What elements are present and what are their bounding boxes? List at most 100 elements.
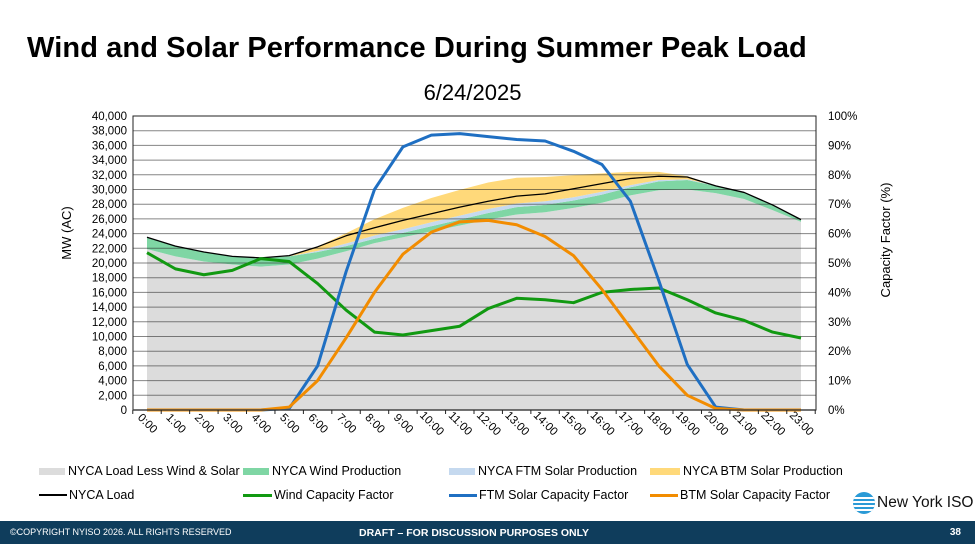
legend-label: NYCA FTM Solar Production [478,464,638,478]
stacked-areas [133,115,816,411]
x-tick-label: 1:00 [163,412,187,436]
y-tick-label: 34,000 [92,155,127,167]
legend-label: NYCA Load Less Wind & Solar [68,464,240,478]
y2-tick-label: 100% [828,111,857,123]
y-tick-label: 16,000 [92,287,127,299]
legend-swatch [39,467,65,475]
x-tick-label: 20:00 [701,409,730,438]
y-tick-label: 36,000 [92,140,127,152]
logo-text: New York ISO [877,494,974,511]
y2-tick-label: 50% [828,258,851,270]
legend-line [650,493,678,497]
x-tick-label: 6:00 [306,412,330,436]
line-wind-capacity-factor [146,251,802,340]
y-tick-label: 12,000 [92,317,127,329]
x-tick-label: 5:00 [277,412,301,436]
y-tick-label: 38,000 [92,126,127,138]
legend-item-ftm-solar-production: NYCA FTM Solar Production [449,464,637,478]
copyright-text: ©COPYRIGHT NYISO 2026. ALL RIGHTS RESERV… [10,527,232,537]
draft-notice: DRAFT – FOR DISCUSSION PURPOSES ONLY [359,527,590,539]
y-tick-label: 40,000 [92,111,127,123]
y-tick-label: 6,000 [98,361,127,373]
legend-item-wind-production: NYCA Wind Production [243,464,401,478]
chart-area: 0 2,000 4,000 6,000 8,000 10,000 12,000 14,000 1… [59,111,893,438]
y-tick-label: 20,000 [92,258,127,270]
y2-tick-label: 90% [828,140,851,152]
legend-item-ftm-cf: FTM Solar Capacity Factor [449,488,628,502]
y-tick-label: 26,000 [92,214,127,226]
x-tick-label: 17:00 [616,409,645,438]
legend-line [39,494,67,496]
chart-subtitle: 6/24/2025 [423,80,522,105]
y-tick-label: 24,000 [92,229,127,241]
legend-line [243,493,272,497]
line-nyca-load [146,175,802,259]
x-tick-label: 16:00 [588,409,617,438]
y2-axis-title: Capacity Factor (%) [878,183,893,298]
x-tick-label: 19:00 [673,409,702,438]
legend-label: NYCA Wind Production [272,464,402,478]
y-tick-label: 30,000 [92,185,127,197]
y-axis-tick-labels: 0 2,000 4,000 6,000 8,000 10,000 12,000 14,000 1… [92,111,127,417]
legend-label: NYCA BTM Solar Production [683,464,843,478]
x-tick-label: 21:00 [730,409,759,438]
y2-tick-label: 0% [828,405,845,417]
legend-swatch [650,467,680,475]
y2-tick-label: 80% [828,170,851,182]
y-axis-title: MW (AC) [59,206,74,259]
y2-tick-label: 30% [828,317,851,329]
legend-label: BTM Solar Capacity Factor [680,488,831,502]
y2-tick-label: 20% [828,346,851,358]
x-tick-label: 14:00 [531,409,560,438]
footer-bar: ©COPYRIGHT NYISO 2026. ALL RIGHTS RESERV… [0,521,975,544]
y-tick-label: 2,000 [98,390,127,402]
x-axis-tick-labels: 0:00 1:00 2:00 3:00 4:00 5:00 6:00 7:00 8:00 9:00… [135,409,816,438]
legend-item-btm-cf: BTM Solar Capacity Factor [650,488,830,502]
legend-label: Wind Capacity Factor [274,488,394,502]
y-tick-label: 14,000 [92,302,127,314]
y-tick-label: 0 [121,405,127,417]
x-tick-label: 7:00 [334,412,358,436]
y2-tick-label: 70% [828,199,851,211]
legend-swatch [449,467,475,475]
legend-item-wind-cf: Wind Capacity Factor [243,488,393,502]
y-tick-label: 18,000 [92,273,127,285]
legend-item-btm-solar-production: NYCA BTM Solar Production [650,464,843,478]
x-tick-label: 13:00 [502,409,531,438]
x-tick-label: 10:00 [417,409,446,438]
legend-label: FTM Solar Capacity Factor [479,488,629,502]
page-number: 38 [949,527,961,538]
y-tick-label: 10,000 [92,332,127,344]
y2-tick-label: 10% [828,376,851,388]
x-tick-label: 15:00 [559,409,588,438]
legend-label: NYCA Load [69,488,135,502]
x-tick-label: 0:00 [135,412,159,436]
legend-swatch [243,467,269,475]
y2-tick-label: 60% [828,229,851,241]
y-tick-label: 22,000 [92,243,127,255]
y-tick-label: 8,000 [98,346,127,358]
y2-axis-tick-labels: 0% 10% 20% 30% 40% 50% 60% 70% 80% 90% 100% [828,111,857,417]
x-tick-label: 2:00 [192,412,216,436]
y2-tick-label: 40% [828,287,851,299]
axes [132,115,817,414]
nyiso-logo: New York ISO [853,492,974,514]
x-tick-label: 8:00 [362,412,386,436]
area-nyca-wind-production [147,179,801,267]
y-tick-label: 32,000 [92,170,127,182]
x-tick-label: 22:00 [758,409,787,438]
legend-item-load-less-wind-solar: NYCA Load Less Wind & Solar [39,464,240,478]
x-tick-label: 3:00 [220,412,244,436]
area-nyca-load-less-wind-solar [147,189,801,410]
y-tick-label: 28,000 [92,199,127,211]
legend-item-nyca-load: NYCA Load [39,488,134,502]
x-tick-label: 23:00 [787,409,816,438]
legend-line [449,493,477,497]
x-tick-label: 12:00 [474,409,503,438]
globe-icon [853,492,875,514]
y-tick-label: 4,000 [98,376,127,388]
x-tick-label: 11:00 [446,410,474,438]
x-tick-label: 9:00 [391,412,415,436]
slide-title: Wind and Solar Performance During Summer… [27,32,807,64]
x-tick-label: 4:00 [249,412,273,436]
